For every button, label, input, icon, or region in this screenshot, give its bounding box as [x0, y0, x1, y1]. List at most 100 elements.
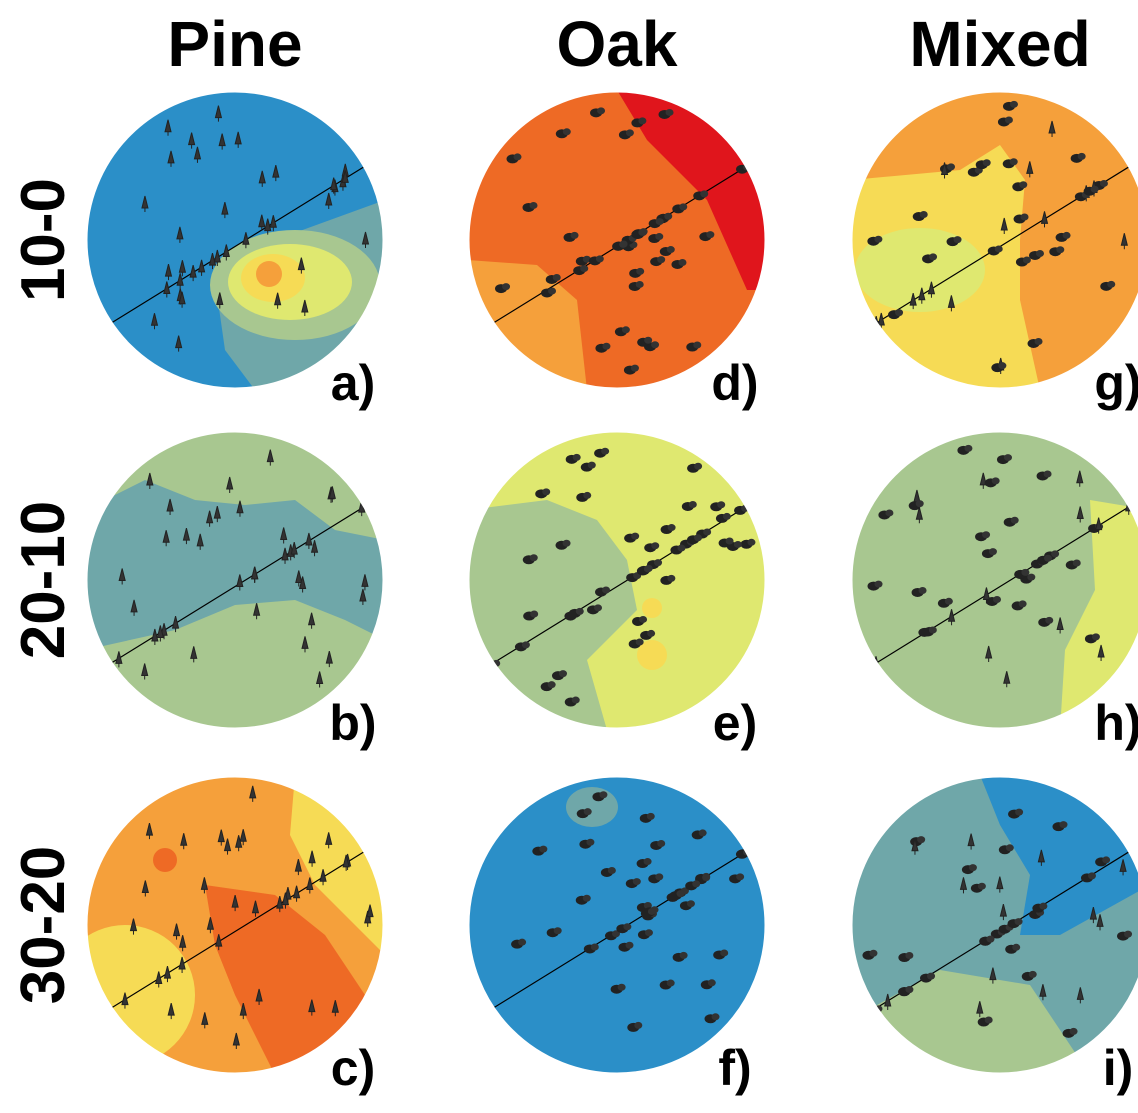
oak-tree [638, 117, 646, 124]
panel-label: i) [1103, 1040, 1134, 1096]
map-base [469, 777, 765, 1073]
oak-tree [667, 980, 675, 987]
map-panel [850, 430, 1138, 730]
oak-tree [699, 829, 707, 836]
row-label: 10-0 [9, 178, 78, 302]
oak-tree [1044, 555, 1052, 562]
oak-tree [1051, 550, 1059, 557]
oak-tree [572, 697, 580, 704]
oak-tree [1011, 517, 1019, 524]
oak-tree [618, 984, 626, 991]
oak-tree [712, 1013, 720, 1020]
oak-tree [885, 509, 893, 516]
oak-tree [530, 202, 538, 209]
oak-tree [1010, 158, 1018, 165]
oak-tree [703, 529, 711, 536]
oak-tree [1021, 569, 1029, 576]
panel-label: c) [331, 1040, 375, 1096]
oak-tree [553, 274, 561, 281]
oak-tree [998, 362, 1006, 369]
oak-tree [1078, 153, 1086, 160]
map-layers [55, 775, 385, 1075]
oak-tree [985, 1017, 993, 1024]
oak-tree [919, 587, 927, 594]
oak-tree [554, 927, 562, 934]
oak-tree [717, 501, 725, 508]
map-region [642, 598, 662, 618]
oak-tree [945, 598, 953, 605]
oak-tree [964, 445, 972, 452]
oak-tree [1044, 470, 1052, 477]
panel-label: g) [1094, 355, 1138, 411]
oak-tree [916, 500, 924, 507]
map-panel [85, 432, 385, 728]
oak-tree [954, 236, 962, 243]
oak-tree [651, 542, 659, 549]
oak-tree [1036, 250, 1044, 257]
oak-tree [664, 213, 672, 220]
oak-tree [1015, 809, 1023, 816]
map-panel [467, 432, 765, 730]
oak-tree [1010, 101, 1018, 108]
oak-tree [548, 287, 556, 294]
oak-tree [601, 448, 609, 455]
map-layers [850, 430, 1138, 730]
oak-tree [734, 541, 742, 548]
row-label: 30-20 [9, 846, 78, 1005]
oak-tree [667, 246, 675, 253]
oak-tree [636, 638, 644, 645]
page: {"columns": ["Pine", "Oak", "Mixed"], "r… [0, 0, 1138, 1108]
oak-tree [1056, 246, 1064, 253]
oak-tree [548, 681, 556, 688]
oak-tree [736, 873, 744, 880]
oak-tree [677, 545, 685, 552]
oak-tree [644, 565, 652, 572]
oak-tree [594, 604, 602, 611]
oak-tree [599, 791, 607, 798]
oak-tree [1059, 821, 1067, 828]
map-panel [850, 775, 1138, 1075]
oak-tree [583, 492, 591, 499]
oak-tree [982, 531, 990, 538]
oak-tree [1102, 856, 1110, 863]
oak-tree [530, 554, 538, 561]
oak-tree [969, 864, 977, 871]
oak-tree [668, 524, 676, 531]
panel-label: b) [329, 695, 376, 751]
map-panel [467, 90, 767, 390]
map-region [256, 261, 282, 287]
oak-tree [726, 538, 734, 545]
oak-tree [687, 900, 695, 907]
oak-tree [563, 128, 571, 135]
map-layers [469, 777, 765, 1073]
oak-tree [657, 840, 665, 847]
oak-tree [522, 641, 530, 648]
oak-tree [1091, 186, 1099, 193]
oak-tree [978, 883, 986, 890]
oak-tree [655, 873, 663, 880]
oak-tree [1027, 574, 1035, 581]
panel-label: h) [1094, 695, 1138, 751]
oak-tree [927, 973, 935, 980]
oak-tree [563, 540, 571, 547]
oak-tree [1023, 257, 1031, 264]
oak-tree [647, 813, 655, 820]
panel-label: d) [711, 355, 758, 411]
oak-tree [720, 949, 728, 956]
oak-tree [644, 858, 652, 865]
oak-tree [692, 880, 700, 887]
oak-tree [874, 236, 882, 243]
map-layers [850, 775, 1138, 1075]
oak-tree [680, 952, 688, 959]
oak-tree [917, 836, 925, 843]
oak-tree [584, 808, 592, 815]
oak-tree [929, 253, 937, 260]
oak-tree [647, 630, 655, 637]
map-region [153, 848, 177, 872]
oak-tree [623, 923, 631, 930]
oak-tree [559, 670, 567, 677]
oak-tree [576, 608, 584, 615]
oak-tree [571, 232, 579, 239]
oak-tree [602, 343, 610, 350]
oak-tree [747, 539, 755, 546]
